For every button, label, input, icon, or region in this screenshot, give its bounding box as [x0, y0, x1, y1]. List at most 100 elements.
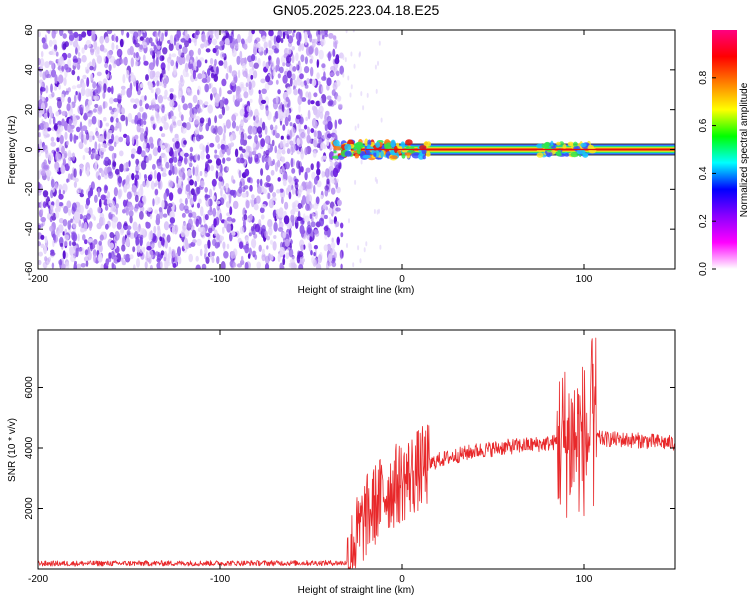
noise-blob: [63, 77, 67, 86]
noise-blob: [285, 143, 289, 148]
spectrogram-y-tick-label: 40: [24, 64, 35, 76]
noise-blob: [127, 112, 133, 123]
noise-blob: [139, 44, 144, 50]
noise-blob: [331, 179, 336, 184]
noise-blob: [263, 150, 266, 157]
noise-blob: [282, 257, 286, 266]
signal-blob: [375, 141, 381, 148]
noise-blob: [39, 223, 44, 228]
colorbar-tick-label: 0.4: [698, 166, 709, 180]
noise-blob: [88, 135, 93, 143]
noise-blob: [253, 145, 257, 154]
noise-blob: [90, 30, 96, 35]
noise-blob: [286, 86, 292, 95]
noise-blob: [132, 221, 138, 231]
noise-blob: [62, 33, 67, 39]
noise-blob: [153, 169, 157, 180]
noise-blob: [50, 249, 55, 254]
noise-blob: [82, 155, 86, 160]
noise-blob: [320, 38, 326, 46]
noise-blob: [213, 73, 218, 83]
noise-blob: [200, 206, 204, 217]
spectrogram-y-tick-label: 0: [24, 146, 35, 152]
noise-blob: [245, 237, 249, 245]
snr-panel: -200 -100 0 100 2000 4000 6000 Height of stra…: [7, 329, 676, 596]
noise-blob: [167, 203, 173, 208]
noise-blob: [123, 184, 128, 193]
noise-blob: [79, 121, 83, 131]
noise-blob: [42, 71, 47, 81]
noise-blob: [59, 242, 64, 248]
noise-blob: [129, 254, 134, 260]
noise-blob: [277, 89, 281, 95]
noise-blob: [50, 136, 55, 142]
noise-blob: [67, 53, 72, 59]
noise-blob: [142, 54, 146, 63]
noise-blob: [337, 199, 342, 207]
noise-blob: [66, 178, 69, 183]
noise-blob: [76, 189, 80, 195]
noise-blob: [153, 44, 157, 51]
noise-blob: [40, 50, 44, 58]
noise-blob: [313, 245, 318, 250]
noise-blob: [333, 251, 337, 259]
noise-blob: [131, 119, 135, 124]
noise-blob: [41, 96, 45, 102]
noise-blob: [108, 138, 114, 144]
noise-blob: [232, 200, 239, 210]
signal-blob: [544, 141, 551, 147]
noise-blob: [106, 50, 112, 60]
noise-blob: [249, 184, 253, 192]
noise-blob: [230, 142, 235, 148]
spectrogram-x-tick-label: -100: [210, 274, 230, 285]
noise-blob: [124, 253, 131, 263]
noise-blob: [114, 153, 117, 159]
noise-blob: [253, 62, 259, 69]
noise-blob: [58, 188, 62, 196]
noise-blob: [38, 170, 41, 180]
noise-blob: [229, 189, 235, 196]
noise-blob: [161, 199, 165, 209]
noise-blob: [179, 203, 185, 211]
noise-blob: [56, 98, 62, 109]
noise-blob: [284, 238, 290, 247]
noise-blob: [89, 61, 92, 67]
noise-blob: [251, 194, 255, 200]
noise-blob: [289, 259, 295, 264]
snr-x-tick-label: -100: [210, 574, 230, 585]
noise-blob: [104, 36, 110, 44]
noise-blob: [116, 252, 121, 263]
signal-blob: [422, 155, 426, 160]
noise-blob: [267, 39, 273, 48]
noise-blob: [189, 179, 194, 186]
noise-blob: [87, 238, 94, 243]
noise-blob: [198, 216, 202, 225]
noise-blob: [189, 49, 194, 57]
noise-blob: [86, 112, 92, 118]
noise-blob: [332, 48, 336, 57]
noise-blob: [209, 57, 214, 65]
noise-blob: [107, 171, 114, 179]
noise-blob: [178, 55, 184, 66]
noise-blob: [239, 226, 245, 234]
noise-blob: [84, 239, 88, 245]
noise-blob: [143, 60, 149, 66]
noise-blob: [50, 204, 54, 210]
noise-blob: [76, 84, 82, 89]
noise-blob: [321, 155, 327, 160]
noise-blob: [215, 45, 219, 50]
noise-blob: [69, 31, 74, 42]
noise-blob: [279, 246, 286, 256]
figure-title: GN05.2025.223.04.18.E25: [272, 2, 440, 18]
noise-blob: [38, 190, 42, 196]
noise-blob: [304, 147, 308, 156]
noise-blob: [148, 105, 152, 110]
noise-blob: [192, 136, 196, 144]
noise-blob: [215, 200, 221, 205]
noise-blob: [325, 168, 330, 178]
noise-blob: [212, 195, 216, 201]
noise-blob: [195, 134, 201, 142]
spectrogram-x-ticks: -200 -100 0 100: [28, 30, 593, 285]
noise-blob: [242, 70, 248, 78]
noise-blob: [48, 39, 53, 47]
